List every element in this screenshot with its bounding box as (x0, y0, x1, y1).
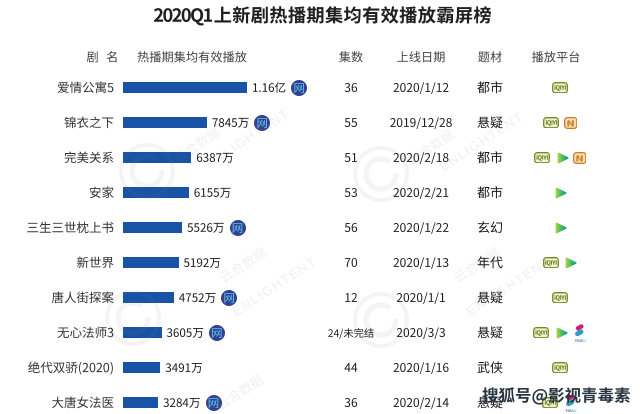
svg-text:ENLIGHTENT: ENLIGHTENT (230, 253, 320, 319)
svg-text:ENLIGHTENT: ENLIGHTENT (464, 253, 554, 319)
